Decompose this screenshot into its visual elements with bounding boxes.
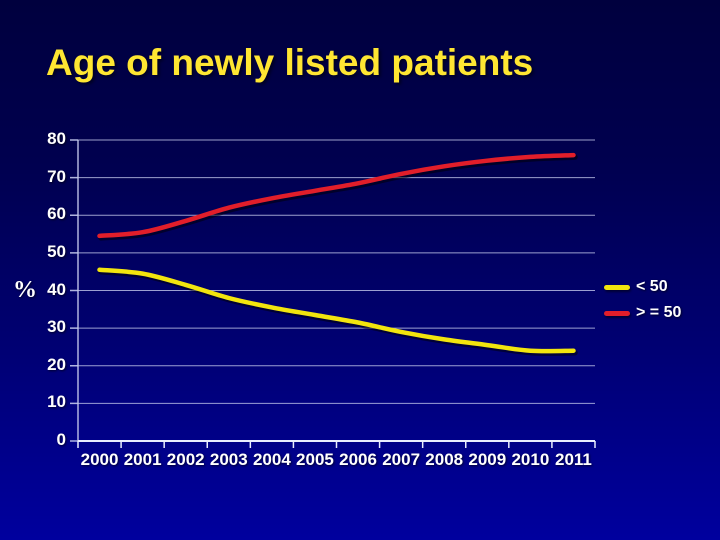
y-axis-label: 60 xyxy=(47,204,66,224)
slide-title: Age of newly listed patients xyxy=(46,42,534,83)
series-line-50-and-over xyxy=(97,152,576,239)
legend: < 50 > = 50 xyxy=(604,278,681,322)
legend-marker-yellow-line xyxy=(604,284,630,290)
y-axis-label: 20 xyxy=(47,354,66,374)
x-axis-label: 2008 xyxy=(425,450,464,469)
x-axis-label: 2010 xyxy=(511,450,550,469)
x-axis-label: 2007 xyxy=(382,450,421,469)
y-axis-label: 80 xyxy=(47,129,66,148)
legend-item-under-50: < 50 xyxy=(604,278,681,296)
x-axis-label: 2003 xyxy=(209,450,248,469)
series-line-under-50 xyxy=(97,267,576,354)
x-axis-label: 2011 xyxy=(555,450,592,469)
legend-item-50-and-over: > = 50 xyxy=(604,304,681,322)
legend-label: < 50 xyxy=(636,278,668,295)
x-axis-label: 2005 xyxy=(296,450,334,469)
y-axis-label: 30 xyxy=(47,317,66,337)
y-axis-label: 50 xyxy=(47,241,66,261)
y-axis-label: 70 xyxy=(47,166,66,186)
y-axis-label: 10 xyxy=(47,392,66,412)
y-axis-label: 0 xyxy=(56,430,66,449)
series-shadow-0 xyxy=(98,269,578,356)
x-axis-label: 2000 xyxy=(80,450,119,469)
y-axis-title: % xyxy=(13,277,37,303)
x-axis-label: 2004 xyxy=(252,450,291,469)
legend-label: > = 50 xyxy=(636,304,682,321)
legend-marker-red-line xyxy=(604,310,630,316)
y-axis-label: 40 xyxy=(47,279,66,299)
x-axis-label: 2006 xyxy=(339,450,377,469)
x-axis-label: 2002 xyxy=(166,450,205,469)
x-axis-label: 2009 xyxy=(468,450,507,469)
x-axis-label: 2001 xyxy=(123,450,162,469)
